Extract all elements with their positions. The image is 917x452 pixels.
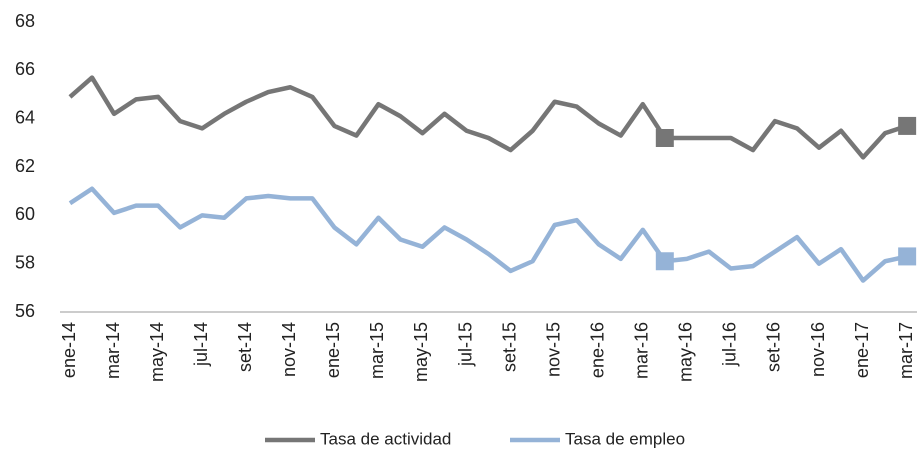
y-tick-label: 56 bbox=[15, 301, 35, 321]
x-tick-label: jul-15 bbox=[455, 322, 475, 367]
x-tick-label: mar-16 bbox=[632, 322, 652, 379]
y-tick-label: 60 bbox=[15, 204, 35, 224]
y-tick-label: 58 bbox=[15, 252, 35, 272]
x-tick-label: set-16 bbox=[764, 322, 784, 372]
x-tick-label: nov-16 bbox=[808, 322, 828, 377]
x-tick-label: ene-16 bbox=[587, 322, 607, 378]
x-tick-label: ene-15 bbox=[323, 322, 343, 378]
point-marker bbox=[898, 247, 917, 266]
series-line bbox=[68, 186, 908, 283]
point-marker bbox=[655, 252, 674, 271]
y-tick-label: 64 bbox=[15, 107, 35, 127]
x-tick-label: set-14 bbox=[235, 322, 255, 372]
x-tick-label: nov-14 bbox=[279, 322, 299, 377]
x-tick-label: ene-17 bbox=[852, 322, 872, 378]
x-tick-label: set-15 bbox=[499, 322, 519, 372]
x-tick-label: mar-14 bbox=[103, 322, 123, 379]
point-marker bbox=[898, 116, 917, 135]
series-line bbox=[68, 75, 908, 160]
x-tick-label: jul-14 bbox=[191, 322, 211, 367]
x-tick-label: ene-14 bbox=[59, 322, 79, 378]
x-tick-label: mar-17 bbox=[896, 322, 916, 379]
x-tick-label: jul-16 bbox=[720, 322, 740, 367]
x-tick-label: may-16 bbox=[676, 322, 696, 382]
x-tick-label: nov-15 bbox=[543, 322, 563, 377]
y-tick-label: 66 bbox=[15, 59, 35, 79]
legend-label: Tasa de empleo bbox=[565, 429, 685, 448]
x-tick-label: may-15 bbox=[411, 322, 431, 382]
y-tick-label: 68 bbox=[15, 11, 35, 31]
point-marker bbox=[655, 129, 674, 147]
x-tick-label: may-14 bbox=[147, 322, 167, 382]
x-tick-label: mar-15 bbox=[367, 322, 387, 379]
y-tick-label: 62 bbox=[15, 156, 35, 176]
legend-label: Tasa de actividad bbox=[320, 429, 451, 448]
